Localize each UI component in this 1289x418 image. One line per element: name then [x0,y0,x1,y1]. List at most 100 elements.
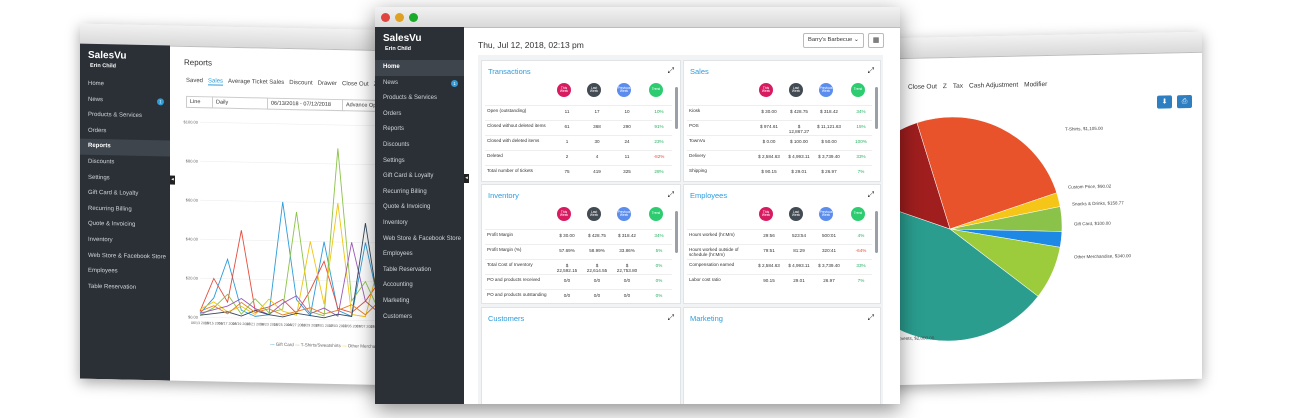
cell-value: 4% [857,233,865,238]
period-select[interactable]: Daily [212,96,270,110]
close-window-icon[interactable] [381,13,390,22]
panel-title[interactable]: Transactions [488,67,531,76]
sidebar-item-discounts[interactable]: Discounts [375,138,464,154]
panel-title[interactable]: Marketing [690,314,723,323]
tab-drawer[interactable]: Drawer [317,80,337,88]
panel-scrollbar[interactable] [875,87,878,129]
print-button[interactable]: ⎙ [1177,94,1192,109]
chart-type-select[interactable]: Line [186,95,214,109]
sidebar-item-quote-invoicing[interactable]: Quote & Invoicing [80,217,170,234]
employees-panel: Employees ⤢ This Week Last Week Previous Wee… [683,184,881,304]
panel-scrollbar[interactable] [675,87,678,129]
panel-scrollbar[interactable] [875,211,878,253]
sidebar-item-web-store-facebook-store[interactable]: Web Store & Facebook Store [80,248,170,265]
expand-icon[interactable]: ⤢ [867,313,874,322]
sidebar-item-recurring-billing[interactable]: Recurring Billing [80,201,170,218]
panel-title[interactable]: Employees [690,191,728,200]
cell-value: 75 [564,169,570,174]
cell-value: 34% [654,233,664,238]
tab-average-ticket-sales[interactable]: Average Ticket Sales [228,78,285,86]
expand-icon[interactable]: ⤢ [667,190,674,199]
panel-title[interactable]: Customers [488,314,525,323]
row-label: Profit Margin [487,232,514,237]
column-head-badge: This Week [759,83,773,97]
tab-sales[interactable]: Sales [208,78,224,86]
table-row: Closed without deleted items 61 368 290 91% [485,120,672,133]
grid-view-button[interactable]: ▦ [868,33,884,48]
tab-cash-adjustment[interactable]: Cash Adjustment [969,81,1019,90]
column-head-badge: Trend [649,83,663,97]
cell-value: 1 [565,139,569,144]
sidebar-item-inventory[interactable]: Inventory [375,216,464,232]
collapse-sidebar-icon[interactable]: ◂ [464,174,469,183]
collapse-sidebar-icon[interactable]: ◂ [170,175,175,185]
cell-value: 100% [855,139,867,144]
tab-z[interactable]: Z [942,83,947,91]
tab-close-out[interactable]: Close Out [341,81,369,88]
sidebar-item-label: Discounts [383,141,410,148]
cell-value: 7% [857,278,865,283]
sidebar-item-recurring-billing[interactable]: Recurring Billing [375,185,464,201]
maximize-window-icon[interactable] [409,13,418,22]
sidebar-item-table-reservation[interactable]: Table Reservation [80,279,170,296]
expand-icon[interactable]: ⤢ [867,66,874,75]
sidebar-item-news[interactable]: News 1 [80,92,170,109]
sidebar-item-orders[interactable]: Orders [375,107,464,123]
sidebar-item-employees[interactable]: Employees [80,264,170,281]
x-tick-label: 07/03 2018 [329,324,347,328]
sidebar-item-products-services[interactable]: Products & Services [80,108,170,125]
user-name: Erin Child [385,46,411,52]
expand-icon[interactable]: ⤢ [867,190,874,199]
date-range-input[interactable]: 06/13/2018 - 07/12/2018 [267,97,345,112]
sidebar-item-gift-card-loyalty[interactable]: Gift Card & Loyalty [80,186,170,203]
tab-modifier[interactable]: Modifier [1024,80,1048,89]
report-tabs: Close Out Z Tax Cash Adjustment Modifier [908,81,1053,91]
cell-value: -64% [855,248,867,253]
sidebar-item-orders[interactable]: Orders [80,123,170,140]
sidebar-item-home[interactable]: Home [80,77,170,94]
download-icon: ⬇ [1161,98,1168,106]
sidebar-item-customers[interactable]: Customers [375,310,464,326]
minimize-window-icon[interactable] [395,13,404,22]
sidebar-item-web-store-facebook-store[interactable]: Web Store & Facebook Store [375,232,464,248]
cell-value: -82% [653,154,665,159]
store-select[interactable]: Barry's Barbecue ⌄ [803,33,864,48]
table-row: Hours worked outside of schedule (hr:Mm)… [687,244,872,261]
sidebar-item-settings[interactable]: Settings [80,170,170,187]
sidebar-item-news[interactable]: News 1 [375,76,464,92]
x-tick-label: 07/01 2018 [315,324,333,328]
sidebar-item-marketing[interactable]: Marketing [375,294,464,310]
expand-icon[interactable]: ⤢ [667,66,674,75]
tab-close-out[interactable]: Close Out [908,83,937,91]
cell-value: 33.86% [619,248,635,253]
sidebar-item-label: Gift Card & Loyalty [383,173,434,180]
panel-scrollbar[interactable] [675,211,678,253]
cell-value: 57.69% [559,248,575,253]
legend-item: T-Shirts/Sweatshirts [300,342,341,349]
x-tick-label: 06/25 2018 [274,323,292,327]
cell-value: 500:01 [821,233,837,238]
cell-value: 0% [655,293,663,298]
sidebar-item-inventory[interactable]: Inventory [80,233,170,250]
sidebar-item-gift-card-loyalty[interactable]: Gift Card & Loyalty [375,169,464,185]
download-button[interactable]: ⬇ [1157,95,1172,109]
sidebar-item-home[interactable]: Home [375,60,464,76]
sidebar-item-reports[interactable]: Reports [375,122,464,138]
sidebar-item-reports[interactable]: Reports [80,139,170,157]
sidebar-item-settings[interactable]: Settings [375,154,464,170]
tab-discount[interactable]: Discount [289,80,313,87]
sidebar-item-quote-invoicing[interactable]: Quote & Invoicing [375,200,464,216]
sidebar-item-label: Inventory [88,236,113,244]
sidebar-item-accounting[interactable]: Accounting [375,278,464,294]
panel-title[interactable]: Sales [690,67,709,76]
row-label: Total Cost of Inventory [487,262,533,267]
sidebar-item-table-reservation[interactable]: Table Reservation [375,263,464,279]
sidebar-item-discounts[interactable]: Discounts [80,155,170,172]
panel-title[interactable]: Inventory [488,191,519,200]
sidebar-item-employees[interactable]: Employees [375,247,464,263]
tab-saved[interactable]: Saved [186,77,204,85]
tab-tax[interactable]: Tax [952,82,964,90]
cell-value: $ 90.15 [761,169,777,174]
expand-icon[interactable]: ⤢ [667,313,674,322]
sidebar-item-products-services[interactable]: Products & Services [375,91,464,107]
